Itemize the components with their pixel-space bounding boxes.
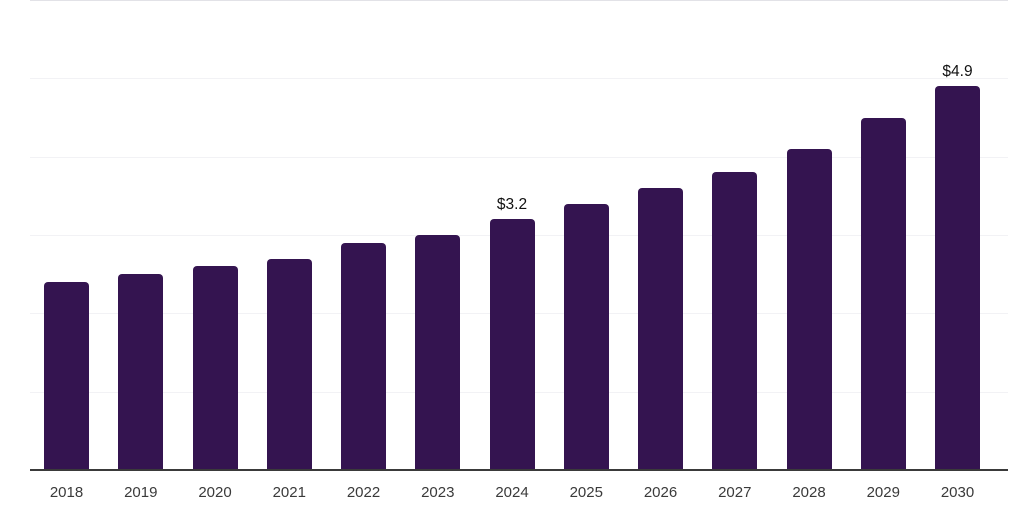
bar-2027 [712, 172, 758, 470]
bar-2028 [786, 148, 832, 470]
bar-2018 [44, 282, 89, 470]
bar-2026 [638, 188, 683, 470]
x-tick-2022: 2022 [346, 484, 381, 501]
bar-2030 [935, 86, 980, 470]
x-tick-2024: 2024 [495, 484, 529, 501]
x-tick-2030: 2030 [940, 484, 975, 501]
x-tick-2021: 2021 [272, 484, 306, 501]
bar-2021 [266, 258, 312, 470]
bar-value-label-2024: $3.2 [496, 195, 528, 213]
bar-2020 [192, 266, 238, 470]
bar-2024 [489, 219, 535, 470]
gridline-6 [30, 0, 1008, 1]
bar-2022 [341, 242, 386, 470]
x-tick-2023: 2023 [421, 484, 455, 501]
bar-2029 [860, 117, 906, 470]
plot-area: $3.2 $4.9 [30, 0, 1008, 470]
bar-2023 [415, 235, 461, 470]
bar-2019 [118, 274, 164, 470]
x-tick-2026: 2026 [643, 484, 678, 501]
x-tick-2025: 2025 [569, 484, 603, 501]
x-tick-2018: 2018 [49, 484, 84, 501]
x-tick-2028: 2028 [792, 484, 826, 501]
gridline-4 [30, 156, 1008, 158]
bar-value-label-2030: $4.9 [942, 62, 973, 80]
x-tick-2020: 2020 [198, 484, 232, 501]
x-tick-2027: 2027 [718, 484, 752, 501]
x-tick-2029: 2029 [866, 484, 900, 501]
x-axis-line [30, 469, 1008, 471]
gridline-5 [30, 78, 1008, 80]
x-tick-2019: 2019 [124, 484, 158, 501]
bar-2025 [563, 203, 609, 470]
